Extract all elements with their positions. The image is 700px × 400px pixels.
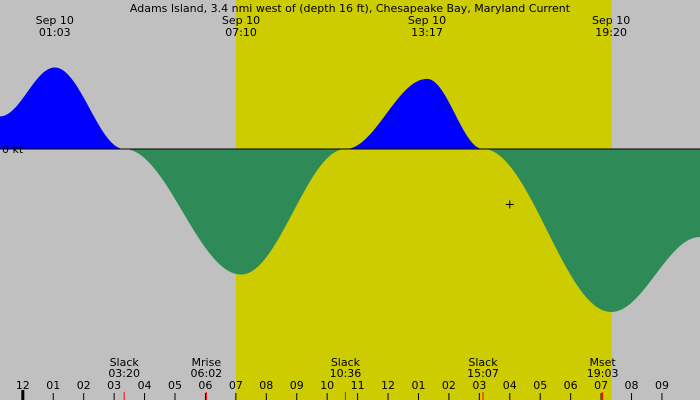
hour-label-11: 10 bbox=[320, 379, 334, 392]
hour-label-19: 06 bbox=[564, 379, 578, 392]
extreme-date-1: Sep 10 bbox=[222, 14, 260, 27]
hour-label-3: 02 bbox=[77, 379, 91, 392]
hour-label-21: 08 bbox=[625, 379, 639, 392]
event-time-3: 15:07 bbox=[467, 367, 499, 380]
hour-label-18: 05 bbox=[533, 379, 547, 392]
extreme-date-0: Sep 10 bbox=[36, 14, 74, 27]
ebb-area-1 bbox=[124, 149, 346, 275]
flood-area-0 bbox=[0, 67, 125, 149]
extreme-time-2: 13:17 bbox=[411, 26, 443, 39]
flood-area-2 bbox=[345, 78, 484, 149]
zero-label: 0 kt bbox=[2, 143, 24, 156]
hour-label-4: 03 bbox=[107, 379, 121, 392]
hour-label-10: 09 bbox=[290, 379, 304, 392]
extreme-time-1: 07:10 bbox=[225, 26, 257, 39]
event-labels: Slack03:20Mrise06:02Slack10:36Slack15:07… bbox=[108, 356, 618, 400]
hour-axis: 1112010203040506070809101112010203040506… bbox=[16, 379, 669, 400]
hour-label-2: 01 bbox=[46, 379, 60, 392]
hour-label-13: 12 bbox=[381, 379, 395, 392]
extreme-time-0: 01:03 bbox=[39, 26, 71, 39]
hour-label-6: 05 bbox=[168, 379, 182, 392]
hour-label-17: 04 bbox=[503, 379, 517, 392]
hour-label-8: 07 bbox=[229, 379, 243, 392]
hour-label-15: 02 bbox=[442, 379, 456, 392]
hour-label-12: 11 bbox=[351, 379, 365, 392]
event-time-1: 06:02 bbox=[190, 367, 222, 380]
extreme-date-2: Sep 10 bbox=[408, 14, 446, 27]
chart-title: Adams Island, 3.4 nmi west of (depth 16 … bbox=[130, 2, 571, 15]
now-marker bbox=[505, 200, 514, 209]
extreme-time-3: 19:20 bbox=[595, 26, 627, 39]
hour-label-9: 08 bbox=[259, 379, 273, 392]
event-time-4: 19:03 bbox=[587, 367, 619, 380]
event-name-4: Mset bbox=[589, 356, 616, 369]
extreme-date-3: Sep 10 bbox=[592, 14, 630, 27]
hour-label-14: 01 bbox=[411, 379, 425, 392]
event-time-2: 10:36 bbox=[330, 367, 362, 380]
event-time-0: 03:20 bbox=[108, 367, 140, 380]
hour-label-16: 03 bbox=[472, 379, 486, 392]
hour-label-5: 04 bbox=[138, 379, 152, 392]
hour-label-20: 07 bbox=[594, 379, 608, 392]
event-name-1: Mrise bbox=[192, 356, 222, 369]
event-name-3: Slack bbox=[468, 356, 498, 369]
hour-label-1: 12 bbox=[16, 379, 30, 392]
hour-label-22: 09 bbox=[655, 379, 669, 392]
ebb-area-3 bbox=[483, 149, 700, 312]
event-name-0: Slack bbox=[110, 356, 140, 369]
hour-label-7: 06 bbox=[198, 379, 212, 392]
current-areas bbox=[0, 67, 700, 312]
event-name-2: Slack bbox=[331, 356, 361, 369]
